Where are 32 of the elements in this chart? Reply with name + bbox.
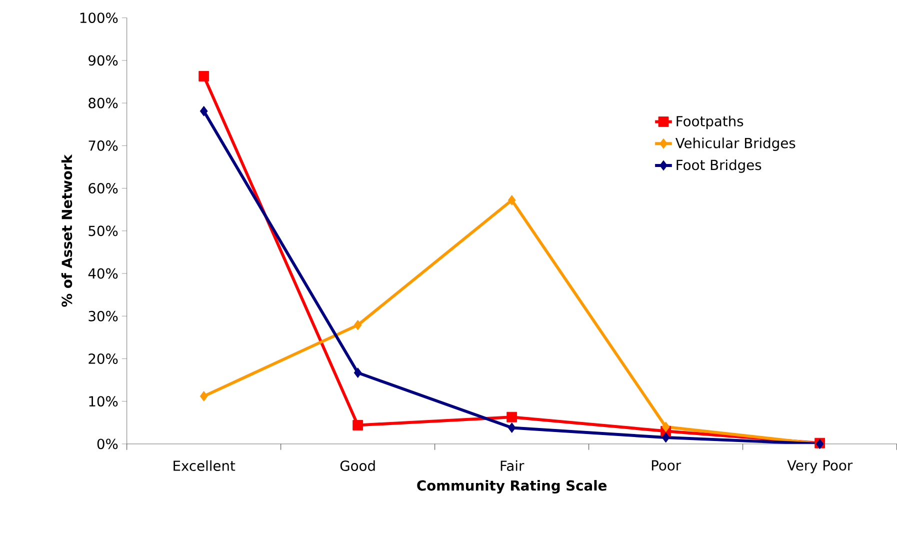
point [200, 390, 208, 402]
x-tick-label: Poor [652, 460, 682, 471]
y-tick-label: 10% [89, 396, 118, 407]
y-tick-label: 100% [80, 12, 118, 24]
legend-label: Footpaths [676, 116, 744, 130]
point [200, 106, 208, 116]
y-tick-label: 60% [88, 183, 118, 194]
point [198, 70, 210, 82]
legend-label: Foot Bridges [676, 159, 762, 173]
point [506, 412, 518, 422]
y-tick-label: 90% [88, 55, 118, 66]
y-tick-label: 30% [88, 310, 118, 322]
point [354, 320, 362, 330]
x-tick-label: Excellent [174, 460, 236, 471]
y-tick-label: 0% [97, 438, 118, 450]
x-axis-title: Community Rating Scale [417, 480, 607, 494]
x-tick-label: Good [340, 460, 375, 471]
point [352, 420, 364, 430]
point [662, 432, 670, 443]
point [508, 422, 516, 433]
y-tick-label: 70% [88, 140, 118, 151]
x-tick-label: Fair [500, 460, 524, 471]
legend-label: Vehicular Bridges [675, 138, 796, 151]
y-tick-label: 20% [88, 353, 118, 364]
y-tick-label: 40% [88, 268, 118, 279]
y-tick-label: 80% [88, 98, 118, 108]
y-tick-label: 50% [88, 226, 118, 236]
x-tick-label: Very Poor [787, 460, 853, 474]
point [354, 368, 362, 378]
point [508, 194, 516, 206]
y-axis-title: % of Asset Network [61, 154, 72, 307]
point [662, 422, 670, 432]
